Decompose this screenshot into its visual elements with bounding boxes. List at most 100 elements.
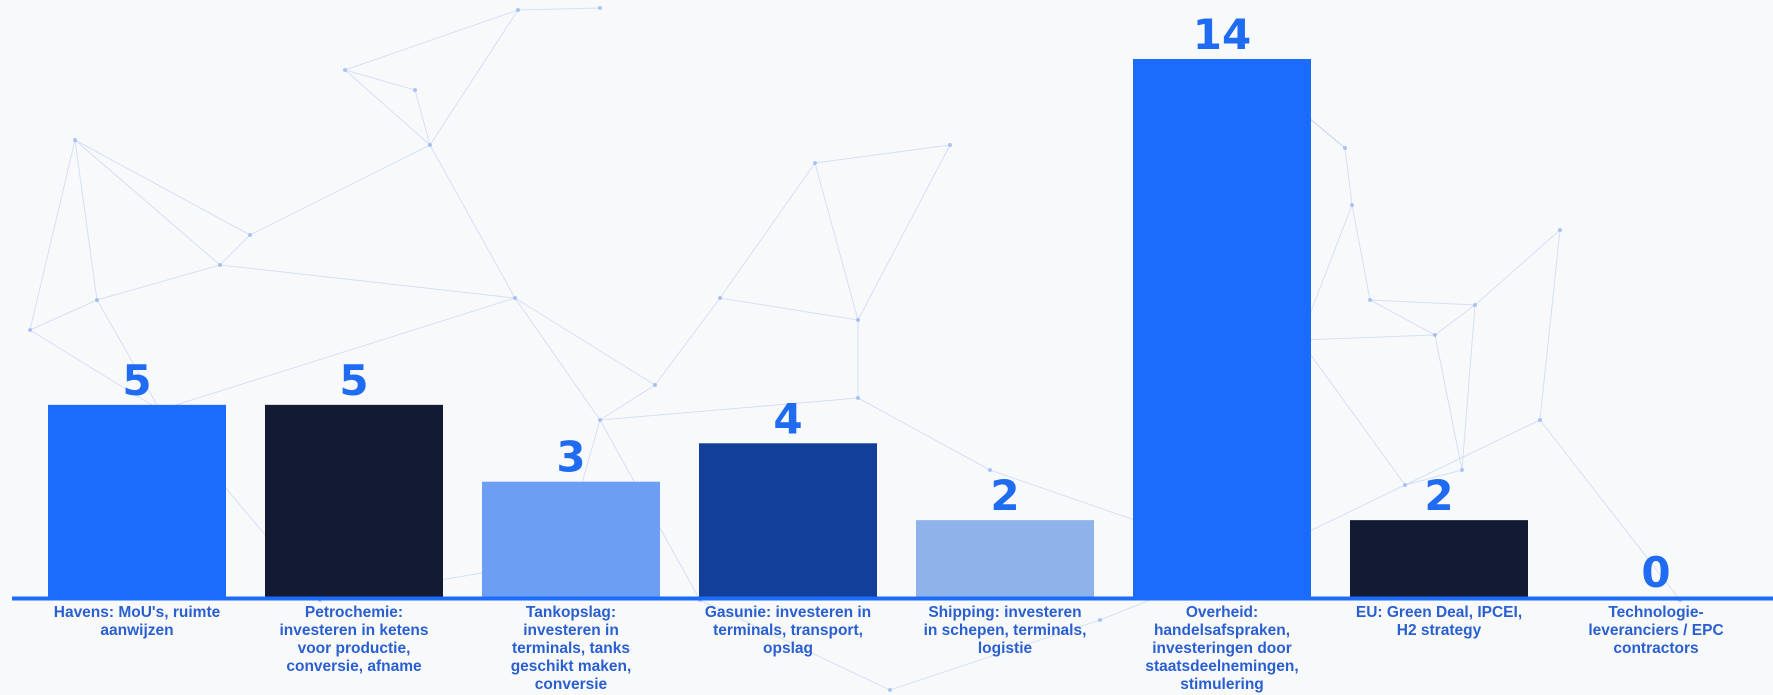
network-node <box>218 263 222 267</box>
network-node <box>1403 483 1407 487</box>
network-edge <box>96 299 161 411</box>
network-edge <box>219 234 251 266</box>
network-node <box>95 298 99 302</box>
value-label-6: 14 <box>1193 10 1251 59</box>
network-node <box>1473 303 1477 307</box>
network-edge <box>889 619 1101 691</box>
network-node <box>988 468 992 472</box>
network-node <box>413 88 417 92</box>
bar-5 <box>916 520 1094 597</box>
network-edge <box>29 299 98 331</box>
category-label-7: EU: Green Deal, IPCEI, H2 strategy <box>1356 604 1522 639</box>
value-label-1: 5 <box>122 356 151 405</box>
network-edge <box>1404 419 1541 486</box>
value-label-4: 4 <box>773 394 802 443</box>
value-labels-group: 5 5 3 4 2 14 2 0 <box>122 10 1670 597</box>
category-label-3: Tankopslag: investeren in terminals, tanks… <box>511 604 632 693</box>
category-label-6: Overheid: handelsafspraken, investeringen … <box>1145 604 1298 693</box>
network-node <box>248 233 252 237</box>
network-node <box>718 296 722 300</box>
network-node <box>888 688 892 692</box>
network-node <box>513 296 517 300</box>
network-edge <box>429 144 516 299</box>
network-edge <box>814 144 951 164</box>
network-node <box>1098 618 1102 622</box>
network-edge <box>514 297 656 386</box>
bar-7 <box>1350 520 1528 597</box>
category-label-5: Shipping: investeren in schepen, terminal… <box>924 604 1087 657</box>
network-edge <box>344 69 431 146</box>
network-edge <box>414 89 431 146</box>
network-node <box>28 328 32 332</box>
network-node <box>653 383 657 387</box>
value-label-8: 0 <box>1641 548 1670 597</box>
bar-4 <box>699 443 877 597</box>
network-node <box>598 6 602 10</box>
network-edge <box>1404 469 1463 486</box>
network-node <box>1433 333 1437 337</box>
network-edge <box>1474 229 1561 306</box>
network-edge <box>1461 304 1476 471</box>
network-edge <box>857 144 951 321</box>
network-node <box>1343 146 1347 150</box>
network-edge <box>1344 147 1353 206</box>
network-node <box>1538 418 1542 422</box>
network-edge <box>1351 204 1371 301</box>
network-edge <box>74 139 221 266</box>
network-edge <box>1299 334 1436 341</box>
network-node <box>948 143 952 147</box>
network-edge <box>517 7 601 11</box>
network-edge <box>96 264 221 301</box>
network-edge <box>1369 299 1436 336</box>
value-label-3: 3 <box>556 433 585 482</box>
category-label-2: Petrochemie: investeren in ketens voor pro… <box>279 604 428 675</box>
network-node <box>598 418 602 422</box>
network-node <box>856 396 860 400</box>
network-edge <box>159 297 516 411</box>
network-edge <box>1434 304 1476 336</box>
network-edge <box>654 297 721 386</box>
network-edge <box>599 397 859 421</box>
bar-3 <box>482 481 660 597</box>
network-edge <box>1299 339 1406 486</box>
network-edge <box>344 9 519 71</box>
network-node <box>1460 468 1464 472</box>
network-edge <box>344 69 416 91</box>
network-edge <box>29 329 161 411</box>
network-edge <box>719 297 859 321</box>
value-label-7: 2 <box>1424 471 1453 520</box>
category-labels-group: Havens: MoU's, ruimte aanwijzen Petrochemi… <box>54 604 1724 693</box>
network-edge <box>699 599 891 691</box>
network-edge <box>514 297 601 421</box>
category-label-8: Technologie-leveranciers / EPC contractor… <box>1588 604 1723 657</box>
network-edge <box>249 144 431 236</box>
bars-group <box>48 59 1528 597</box>
category-label-4: Gasunie: investeren in terminals, transpo… <box>705 604 871 657</box>
network-node <box>856 318 860 322</box>
network-edge <box>219 264 516 299</box>
network-node <box>1350 203 1354 207</box>
value-label-5: 2 <box>990 471 1019 520</box>
network-node <box>516 8 520 12</box>
value-label-2: 5 <box>339 356 368 405</box>
network-node <box>813 161 817 165</box>
network-edge <box>29 139 76 331</box>
bar-6 <box>1133 59 1311 597</box>
network-node <box>1368 298 1372 302</box>
category-label-1: Havens: MoU's, ruimte aanwijzen <box>54 604 221 639</box>
network-node <box>73 138 77 142</box>
network-edge <box>429 9 519 146</box>
network-node <box>343 68 347 72</box>
bar-1 <box>48 404 226 597</box>
network-edge <box>1539 229 1561 421</box>
network-edge <box>814 162 859 321</box>
network-node <box>1558 228 1562 232</box>
network-node <box>428 143 432 147</box>
network-edge <box>1369 299 1476 306</box>
network-edge <box>857 397 991 471</box>
network-edge <box>1539 419 1681 601</box>
network-edge <box>74 139 251 236</box>
bar-2 <box>265 404 443 597</box>
